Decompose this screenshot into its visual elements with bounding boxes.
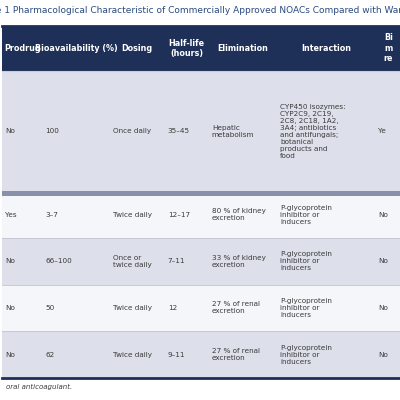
Text: 7–11: 7–11: [168, 258, 185, 264]
Text: Twice daily: Twice daily: [113, 352, 152, 358]
Bar: [2, 26, 400, 71]
Text: No: No: [5, 305, 15, 311]
Text: 66–100: 66–100: [45, 258, 72, 264]
Text: P-glycoprotein
inhibitor or
inducers: P-glycoprotein inhibitor or inducers: [280, 205, 332, 225]
Text: Twice daily: Twice daily: [113, 305, 152, 311]
Text: Interaction: Interaction: [301, 44, 351, 53]
Text: Bi
m
re: Bi m re: [384, 34, 393, 63]
Bar: [2, 331, 400, 378]
Text: No: No: [378, 212, 388, 218]
Text: 12–17: 12–17: [168, 212, 190, 218]
Text: Bioavailability (%): Bioavailability (%): [34, 44, 117, 53]
Text: P-glycoprotein
inhibitor or
inducers: P-glycoprotein inhibitor or inducers: [280, 251, 332, 271]
Text: No: No: [378, 305, 388, 311]
Bar: [2, 191, 400, 238]
Text: 50: 50: [45, 305, 54, 311]
Text: CYP450 isozymes:
CYP2C9, 2C19,
2C8, 2C18, 1A2,
3A4; antibiotics
and antifungals;: CYP450 isozymes: CYP2C9, 2C19, 2C8, 2C18…: [280, 104, 346, 158]
Text: Elimination: Elimination: [218, 44, 268, 53]
Bar: [2, 285, 400, 331]
Text: 80 % of kidney
excretion: 80 % of kidney excretion: [212, 208, 266, 221]
Text: Ye: Ye: [378, 128, 386, 134]
Bar: [2, 238, 400, 285]
Text: No: No: [5, 352, 15, 358]
Text: Hepatic
metabolism: Hepatic metabolism: [212, 124, 254, 138]
Text: Yes: Yes: [5, 212, 17, 218]
Text: 27 % of renal
excretion: 27 % of renal excretion: [212, 348, 260, 361]
Text: 33 % of kidney
excretion: 33 % of kidney excretion: [212, 255, 266, 268]
Text: No: No: [5, 128, 15, 134]
Text: No: No: [5, 258, 15, 264]
Bar: [2, 71, 400, 191]
Text: Once daily: Once daily: [113, 128, 151, 134]
Text: 27 % of renal
excretion: 27 % of renal excretion: [212, 302, 260, 314]
Text: Twice daily: Twice daily: [113, 212, 152, 218]
Text: oral anticoagulant.: oral anticoagulant.: [6, 384, 72, 390]
Text: P-glycoprotein
inhibitor or
inducers: P-glycoprotein inhibitor or inducers: [280, 298, 332, 318]
Text: P-glycoprotein
inhibitor or
inducers: P-glycoprotein inhibitor or inducers: [280, 345, 332, 365]
Text: Half-life
(hours): Half-life (hours): [168, 39, 205, 58]
Text: No: No: [378, 352, 388, 358]
Text: 35–45: 35–45: [168, 128, 190, 134]
Text: No: No: [378, 258, 388, 264]
Text: 9–11: 9–11: [168, 352, 185, 358]
Bar: [2, 191, 400, 196]
Text: 12: 12: [168, 305, 177, 311]
Text: Once or
twice daily: Once or twice daily: [113, 255, 152, 268]
Text: Prodrug: Prodrug: [4, 44, 40, 53]
Text: Table 1 Pharmacological Characteristic of Commercially Approved NOACs Compared w: Table 1 Pharmacological Characteristic o…: [0, 6, 400, 15]
Text: Dosing: Dosing: [122, 44, 153, 53]
Text: 62: 62: [45, 352, 54, 358]
Text: 100: 100: [45, 128, 59, 134]
Text: 3–7: 3–7: [45, 212, 58, 218]
